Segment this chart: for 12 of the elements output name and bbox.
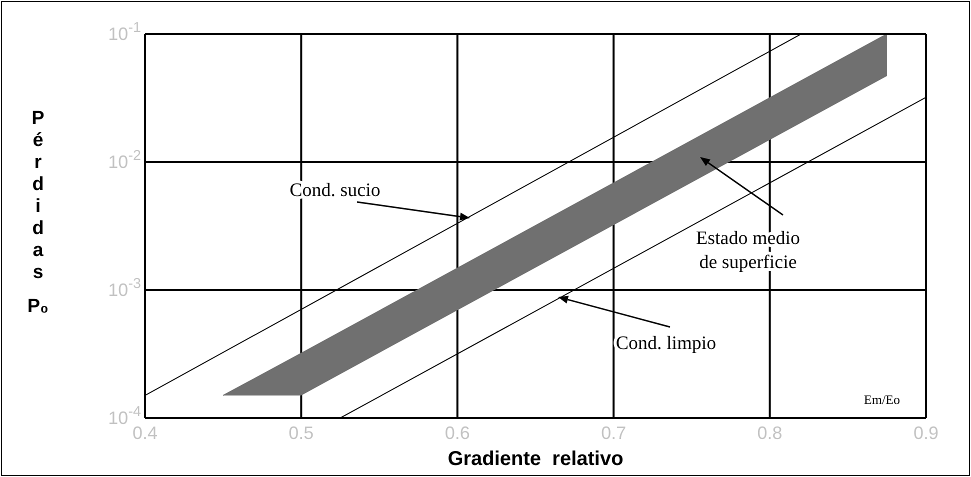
x-tick-label: 0.9	[913, 422, 939, 443]
y-tick-label: 10$^{-2}$	[108, 148, 141, 172]
x-tick-label: 0.7	[601, 422, 626, 443]
x-tick-label: 0.8	[757, 422, 782, 443]
text: Pérdidas P₀	[27, 108, 49, 317]
annotation: Cond. limpio	[616, 333, 716, 354]
x-axis-title: Gradiente relativo	[446, 448, 624, 471]
x-tick-label: 0.6	[444, 422, 470, 443]
y-tick-label: 10$^{-3}$	[108, 276, 141, 300]
x-tick-label: 0.5	[288, 422, 314, 443]
y-tick-label: 10$^{-1}$	[108, 20, 141, 44]
annotation: Em/Eo	[864, 392, 900, 407]
